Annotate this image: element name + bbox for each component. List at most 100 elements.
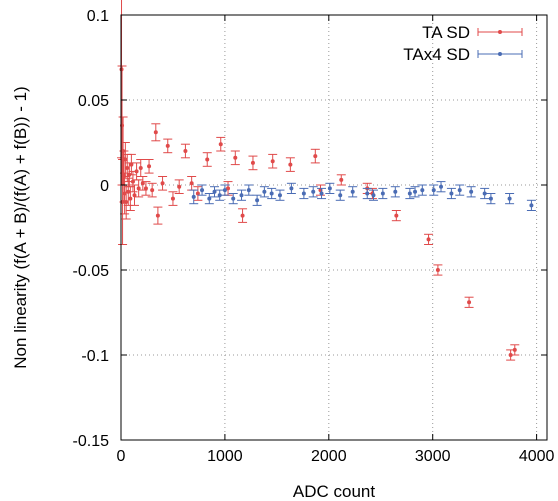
grid-layer <box>121 15 547 440</box>
data-point <box>193 186 203 201</box>
data-point <box>480 187 490 200</box>
data-point <box>244 184 254 196</box>
legend-swatch-marker <box>498 30 502 34</box>
y-axis-label: Non linearity (f(A + B)/(f(A) + f(B)) - … <box>11 86 30 368</box>
point-marker <box>122 191 127 196</box>
point-marker <box>313 154 318 159</box>
point-marker <box>132 193 137 198</box>
point-marker <box>123 157 128 162</box>
point-marker <box>240 213 245 218</box>
point-marker <box>467 300 472 305</box>
point-marker <box>277 193 282 198</box>
data-point <box>526 199 536 211</box>
data-point <box>168 191 178 206</box>
point-marker <box>130 179 135 184</box>
point-marker <box>288 162 293 167</box>
point-marker <box>207 196 212 201</box>
data-point <box>204 193 214 205</box>
point-marker <box>431 188 436 193</box>
data-point <box>424 233 434 245</box>
data-point <box>147 182 157 198</box>
point-marker <box>262 189 267 194</box>
point-marker <box>212 189 217 194</box>
point-marker <box>289 186 294 191</box>
point-marker <box>439 184 444 189</box>
point-marker <box>217 193 222 198</box>
data-point <box>335 189 345 201</box>
data-point <box>121 184 131 220</box>
data-point <box>348 186 358 198</box>
data-point <box>299 187 309 200</box>
point-marker <box>365 191 370 196</box>
data-point <box>433 264 443 276</box>
point-marker <box>129 162 134 167</box>
point-marker <box>155 213 160 218</box>
point-marker <box>449 191 454 196</box>
point-marker <box>435 268 440 272</box>
data-point <box>308 186 318 198</box>
x-tick-label: 0 <box>117 448 126 465</box>
data-point <box>202 152 212 167</box>
point-marker <box>189 181 194 186</box>
point-marker <box>128 196 133 201</box>
data-point <box>210 186 220 198</box>
data-point <box>138 176 148 191</box>
data-point <box>286 182 296 194</box>
point-marker <box>218 142 223 147</box>
point-marker <box>380 191 385 196</box>
data-point <box>216 136 226 152</box>
point-marker <box>270 159 275 164</box>
data-point <box>163 138 173 154</box>
x-tick-label: 2000 <box>311 448 347 465</box>
point-marker <box>512 347 517 352</box>
point-marker <box>195 191 200 196</box>
data-point <box>136 159 146 177</box>
point-marker <box>177 184 182 189</box>
point-marker <box>469 189 474 194</box>
point-marker <box>125 166 130 170</box>
point-marker <box>319 191 324 196</box>
data-point <box>378 187 388 200</box>
point-marker <box>126 189 131 194</box>
data-point <box>141 181 151 196</box>
data-point <box>446 187 456 200</box>
data-point <box>130 184 140 206</box>
series-tax4-sd <box>189 181 536 211</box>
point-marker <box>119 67 124 72</box>
data-point <box>317 187 327 200</box>
data-point <box>151 123 161 142</box>
point-marker <box>407 191 412 196</box>
legend-swatch-marker <box>498 52 502 56</box>
point-marker <box>457 188 462 193</box>
point-marker <box>250 160 255 165</box>
y-tick-label: 0.1 <box>87 8 109 25</box>
y-tick-label: 0.05 <box>78 93 109 110</box>
data-point <box>174 179 184 194</box>
data-point <box>267 187 277 200</box>
point-marker <box>140 181 145 186</box>
data-point <box>187 176 197 191</box>
point-marker <box>147 164 152 169</box>
point-marker <box>200 188 205 193</box>
point-marker <box>338 193 343 198</box>
point-marker <box>413 189 418 194</box>
series-ta-sd <box>117 0 520 361</box>
point-marker <box>529 203 534 208</box>
data-point <box>417 184 427 196</box>
plot-frame <box>120 14 548 441</box>
data-point <box>228 193 238 205</box>
data-point <box>252 194 262 206</box>
data-point <box>268 153 278 169</box>
point-marker <box>153 130 158 135</box>
data-point <box>215 189 225 201</box>
data-point <box>368 189 378 201</box>
data-point <box>237 189 247 201</box>
data-point <box>436 181 446 193</box>
data-point <box>466 186 476 198</box>
point-marker <box>191 194 196 199</box>
point-marker <box>183 149 188 153</box>
point-marker <box>488 196 493 201</box>
point-marker <box>339 177 344 182</box>
point-marker <box>150 188 155 193</box>
data-point <box>410 186 420 198</box>
